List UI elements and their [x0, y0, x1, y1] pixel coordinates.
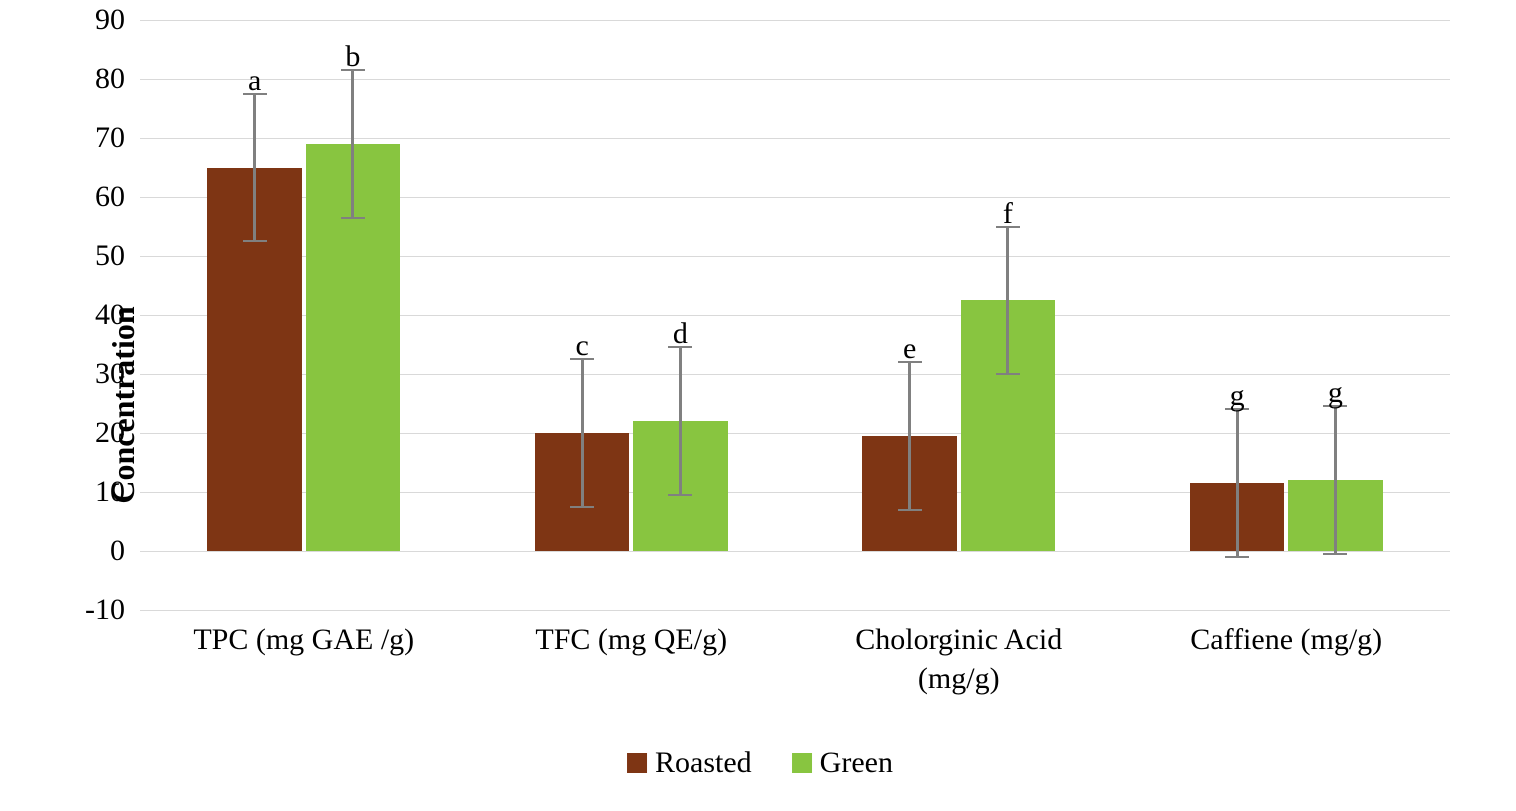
- y-axis: -100102030405060708090: [50, 20, 140, 610]
- legend-swatch: [627, 753, 647, 773]
- plot-area: a b c d e f g g: [140, 20, 1450, 610]
- error-bar: [679, 347, 682, 495]
- x-axis-label: TPC (mg GAE /g): [140, 620, 468, 659]
- gridline: [140, 610, 1450, 611]
- y-tick-label: 60: [95, 180, 125, 214]
- legend: Roasted Green: [627, 746, 893, 780]
- error-bar: [351, 70, 354, 218]
- significance-letter: b: [345, 40, 360, 74]
- error-bar: [1236, 409, 1239, 557]
- y-tick-label: 50: [95, 239, 125, 273]
- y-tick-label: 80: [95, 62, 125, 96]
- error-cap: [898, 509, 922, 511]
- y-tick-label: 30: [95, 357, 125, 391]
- significance-letter: a: [248, 64, 261, 98]
- error-cap: [1323, 553, 1347, 555]
- error-bar: [1334, 406, 1337, 554]
- legend-label: Roasted: [655, 746, 752, 780]
- significance-letter: d: [673, 317, 688, 351]
- bars-container: a b c d e f g g: [140, 20, 1450, 610]
- y-tick-label: 0: [110, 534, 125, 568]
- error-cap: [243, 240, 267, 242]
- y-tick-label: -10: [85, 593, 125, 627]
- error-cap: [341, 217, 365, 219]
- error-cap: [570, 506, 594, 508]
- y-tick-label: 10: [95, 475, 125, 509]
- error-bar: [908, 362, 911, 510]
- error-cap: [1225, 556, 1249, 558]
- error-bar: [253, 94, 256, 242]
- x-axis-label: Cholorginic Acid(mg/g): [795, 620, 1123, 698]
- x-axis-label: TFC (mg QE/g): [468, 620, 796, 659]
- error-bar: [1006, 227, 1009, 375]
- y-tick-label: 70: [95, 121, 125, 155]
- significance-letter: e: [903, 332, 916, 366]
- error-cap: [668, 494, 692, 496]
- legend-item: Green: [792, 746, 893, 780]
- x-axis-label: Caffiene (mg/g): [1123, 620, 1451, 659]
- y-tick-label: 40: [95, 298, 125, 332]
- y-tick-label: 20: [95, 416, 125, 450]
- error-cap: [996, 373, 1020, 375]
- significance-letter: f: [1003, 197, 1013, 231]
- legend-swatch: [792, 753, 812, 773]
- significance-letter: c: [575, 329, 588, 363]
- significance-letter: g: [1230, 379, 1245, 413]
- y-tick-label: 90: [95, 3, 125, 37]
- legend-item: Roasted: [627, 746, 752, 780]
- error-bar: [581, 359, 584, 507]
- chart-wrapper: Concentration -100102030405060708090 abc…: [50, 20, 1470, 790]
- legend-label: Green: [820, 746, 893, 780]
- significance-letter: g: [1328, 376, 1343, 410]
